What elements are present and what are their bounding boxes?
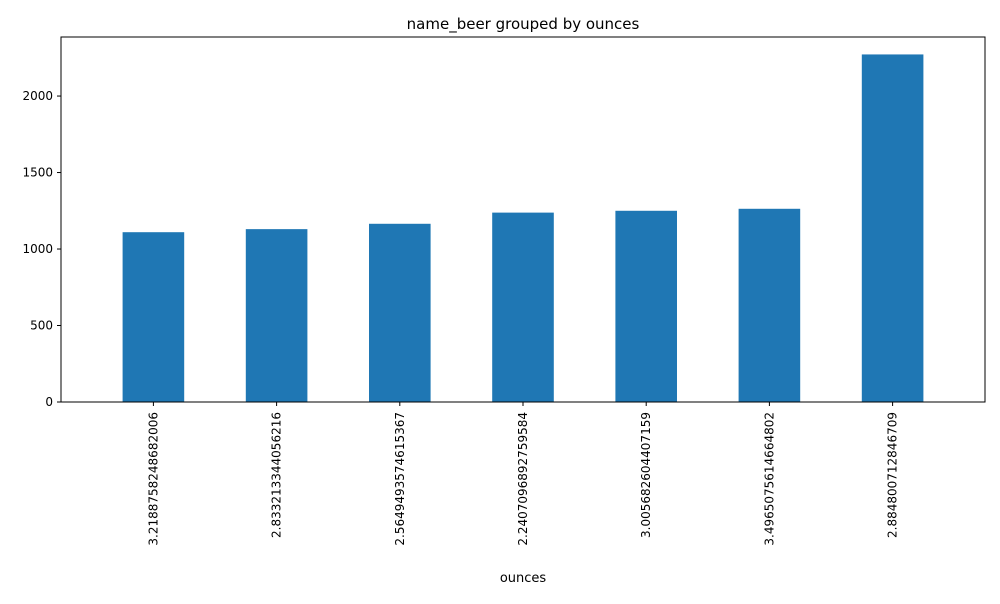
- y-tick-label-2: 1000: [22, 242, 53, 256]
- x-tick-label-6: 2.884800712846709: [886, 412, 900, 538]
- x-tick-label-2: 2.5649493574615367: [393, 412, 407, 546]
- axes-frame: [60, 36, 986, 403]
- x-tick-label-5: 3.4965075614664802: [762, 412, 776, 546]
- x-tick-label-1: 2.833213344056216: [270, 412, 284, 538]
- chart-title: name_beer grouped by ounces: [407, 15, 640, 34]
- bar-4: [615, 210, 677, 402]
- bar-1: [245, 229, 308, 402]
- bars-group: [122, 54, 924, 402]
- x-tick-label-4: 3.005682604407159: [639, 412, 653, 538]
- y-tick-label-1: 500: [30, 319, 53, 333]
- y-tick-label-3: 1500: [22, 166, 53, 180]
- y-tick-label-0: 0: [45, 395, 53, 409]
- y-tick-label-4: 2000: [22, 89, 53, 103]
- x-tick-label-3: 2.2407096892759584: [516, 412, 530, 546]
- y-axis: 0 500 1000 1500 2000: [22, 89, 61, 409]
- x-axis-label: ounces: [500, 571, 547, 586]
- x-axis: 3.2188758248682006 2.833213344056216 2.564…: [146, 402, 900, 546]
- bar-6: [861, 54, 924, 402]
- bar-3: [492, 212, 554, 402]
- bar-2: [369, 223, 431, 402]
- bar-0: [122, 232, 185, 402]
- x-tick-label-0: 3.2188758248682006: [146, 412, 160, 546]
- bar-5: [738, 208, 801, 402]
